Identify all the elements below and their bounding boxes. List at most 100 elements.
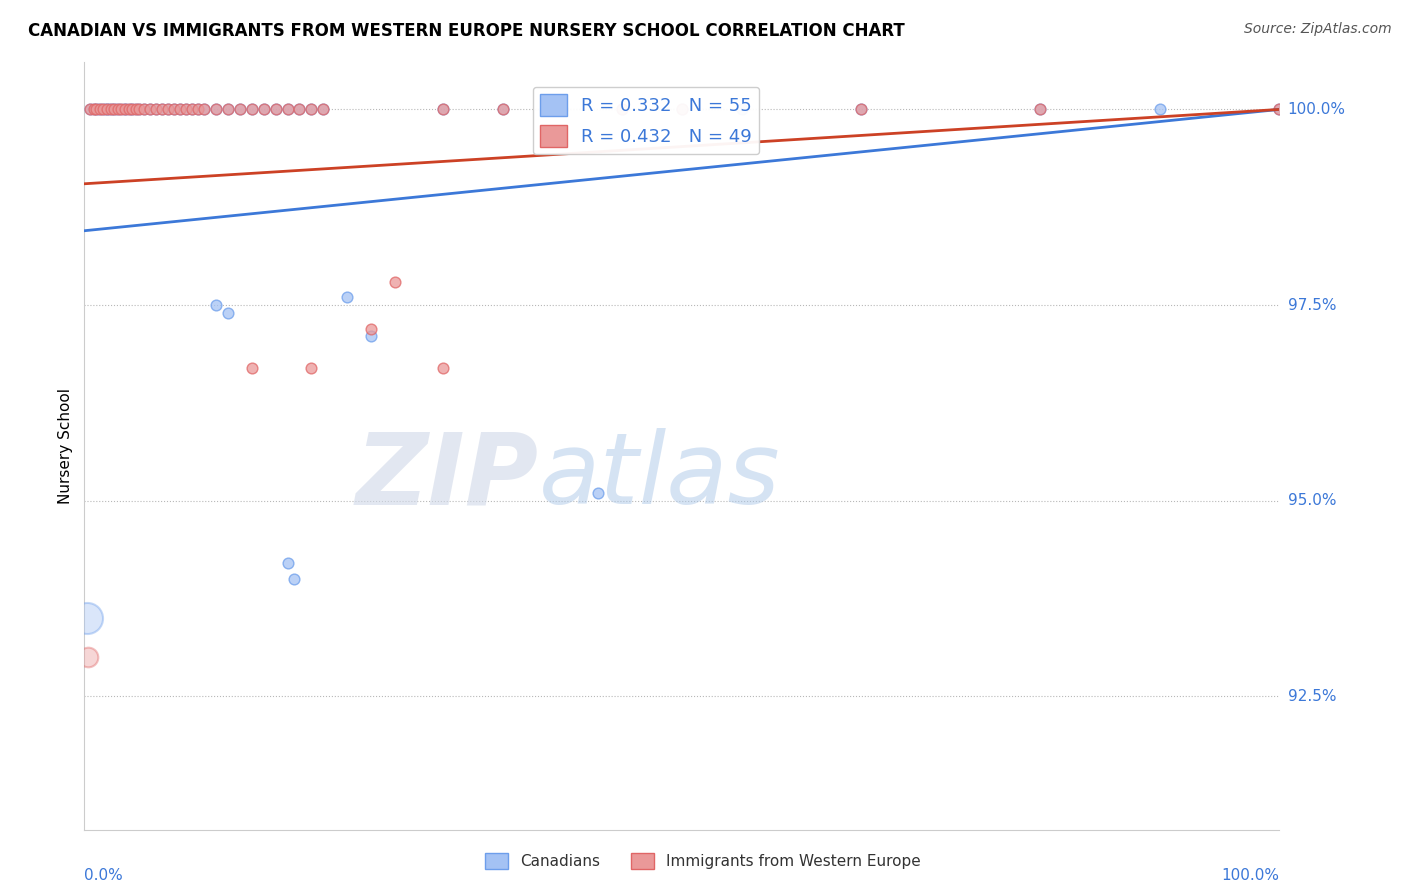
Point: [336, 290, 359, 304]
Point: [551, 103, 574, 117]
Point: [229, 103, 252, 117]
Point: [264, 103, 287, 117]
Point: [110, 103, 132, 117]
Point: [121, 103, 143, 117]
Point: [851, 103, 873, 117]
Point: [277, 103, 299, 117]
Point: [301, 103, 323, 117]
Point: [98, 103, 121, 117]
Point: [217, 306, 239, 320]
Point: [139, 103, 162, 117]
Text: Source: ZipAtlas.com: Source: ZipAtlas.com: [1244, 22, 1392, 37]
Point: [1268, 103, 1291, 117]
Point: [114, 103, 136, 117]
Point: [105, 103, 128, 117]
Point: [118, 103, 141, 117]
Point: [492, 103, 515, 117]
Legend: R = 0.332   N = 55, R = 0.432   N = 49: R = 0.332 N = 55, R = 0.432 N = 49: [533, 87, 759, 154]
Point: [150, 103, 173, 117]
Point: [229, 103, 252, 117]
Point: [588, 486, 610, 500]
Point: [1029, 103, 1052, 117]
Point: [169, 103, 191, 117]
Point: [671, 103, 693, 117]
Point: [288, 103, 311, 117]
Point: [132, 103, 156, 117]
Point: [240, 360, 263, 375]
Text: CANADIAN VS IMMIGRANTS FROM WESTERN EUROPE NURSERY SCHOOL CORRELATION CHART: CANADIAN VS IMMIGRANTS FROM WESTERN EURO…: [28, 22, 905, 40]
Point: [1029, 103, 1052, 117]
Point: [193, 103, 215, 117]
Point: [312, 103, 335, 117]
Point: [91, 103, 114, 117]
Point: [193, 103, 215, 117]
Point: [86, 103, 108, 117]
Point: [128, 103, 150, 117]
Point: [76, 611, 98, 625]
Point: [169, 103, 191, 117]
Point: [107, 103, 129, 117]
Point: [79, 103, 101, 117]
Point: [205, 103, 228, 117]
Point: [217, 103, 239, 117]
Point: [93, 103, 115, 117]
Point: [103, 103, 125, 117]
Point: [157, 103, 180, 117]
Point: [432, 360, 454, 375]
Point: [150, 103, 173, 117]
Point: [283, 572, 305, 586]
Point: [86, 103, 108, 117]
Point: [115, 103, 138, 117]
Text: ZIP: ZIP: [356, 428, 538, 525]
Point: [240, 103, 263, 117]
Point: [301, 360, 323, 375]
Point: [240, 103, 263, 117]
Point: [551, 103, 574, 117]
Text: atlas: atlas: [538, 428, 780, 525]
Point: [100, 103, 122, 117]
Point: [103, 103, 125, 117]
Point: [77, 650, 100, 665]
Point: [360, 329, 382, 343]
Point: [277, 557, 299, 571]
Point: [851, 103, 873, 117]
Legend: Canadians, Immigrants from Western Europe: Canadians, Immigrants from Western Europ…: [479, 847, 927, 875]
Point: [312, 103, 335, 117]
Point: [253, 103, 276, 117]
Point: [384, 275, 406, 289]
Point: [432, 103, 454, 117]
Point: [277, 103, 299, 117]
Text: 0.0%: 0.0%: [84, 869, 124, 883]
Point: [163, 103, 186, 117]
Point: [174, 103, 197, 117]
Text: 92.5%: 92.5%: [1288, 689, 1336, 704]
Point: [87, 103, 110, 117]
Point: [83, 103, 105, 117]
Point: [79, 103, 101, 117]
Point: [492, 103, 515, 117]
Point: [731, 103, 754, 117]
Point: [187, 103, 209, 117]
Point: [145, 103, 167, 117]
Point: [110, 103, 132, 117]
Point: [93, 103, 115, 117]
Point: [181, 103, 204, 117]
Point: [264, 103, 287, 117]
Point: [1149, 103, 1171, 117]
Point: [217, 103, 239, 117]
Point: [253, 103, 276, 117]
Point: [139, 103, 162, 117]
Text: 97.5%: 97.5%: [1288, 298, 1336, 312]
Point: [612, 103, 634, 117]
Point: [83, 103, 105, 117]
Point: [145, 103, 167, 117]
Point: [112, 103, 135, 117]
Point: [612, 103, 634, 117]
Point: [174, 103, 197, 117]
Point: [163, 103, 186, 117]
Point: [89, 103, 111, 117]
Point: [432, 103, 454, 117]
Point: [1268, 103, 1291, 117]
Point: [187, 103, 209, 117]
Text: 95.0%: 95.0%: [1288, 493, 1336, 508]
